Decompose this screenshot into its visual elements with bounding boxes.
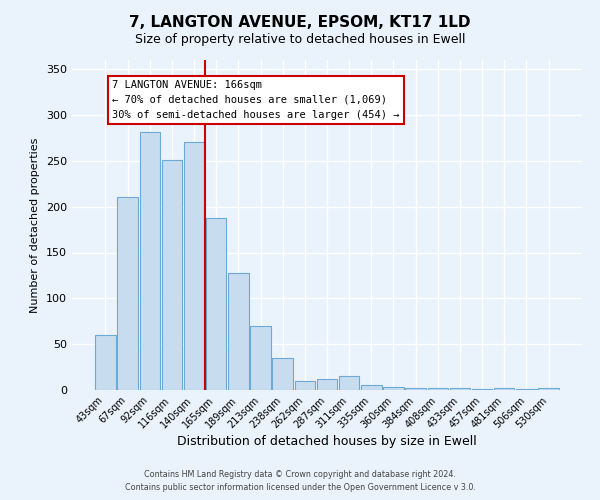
Bar: [118, 198, 138, 390]
Bar: [228, 272, 248, 390]
Bar: [161, 160, 182, 390]
Text: Size of property relative to detached houses in Ewell: Size of property relative to detached ho…: [135, 32, 465, 46]
Bar: [361, 386, 382, 390]
Bar: [428, 388, 448, 390]
Text: 7 LANGTON AVENUE: 166sqm
← 70% of detached houses are smaller (1,069)
30% of sem: 7 LANGTON AVENUE: 166sqm ← 70% of detach…: [112, 80, 400, 120]
Bar: [406, 388, 426, 390]
Bar: [450, 388, 470, 390]
Bar: [184, 142, 204, 390]
Bar: [538, 388, 559, 390]
Bar: [250, 326, 271, 390]
Bar: [272, 358, 293, 390]
Y-axis label: Number of detached properties: Number of detached properties: [31, 138, 40, 312]
Text: Contains HM Land Registry data © Crown copyright and database right 2024.
Contai: Contains HM Land Registry data © Crown c…: [125, 470, 475, 492]
Bar: [140, 132, 160, 390]
Text: 7, LANGTON AVENUE, EPSOM, KT17 1LD: 7, LANGTON AVENUE, EPSOM, KT17 1LD: [129, 15, 471, 30]
Bar: [383, 387, 404, 390]
X-axis label: Distribution of detached houses by size in Ewell: Distribution of detached houses by size …: [177, 436, 477, 448]
Bar: [472, 389, 493, 390]
Bar: [516, 389, 536, 390]
Bar: [317, 379, 337, 390]
Bar: [95, 335, 116, 390]
Bar: [339, 376, 359, 390]
Bar: [206, 218, 226, 390]
Bar: [295, 381, 315, 390]
Bar: [494, 388, 514, 390]
